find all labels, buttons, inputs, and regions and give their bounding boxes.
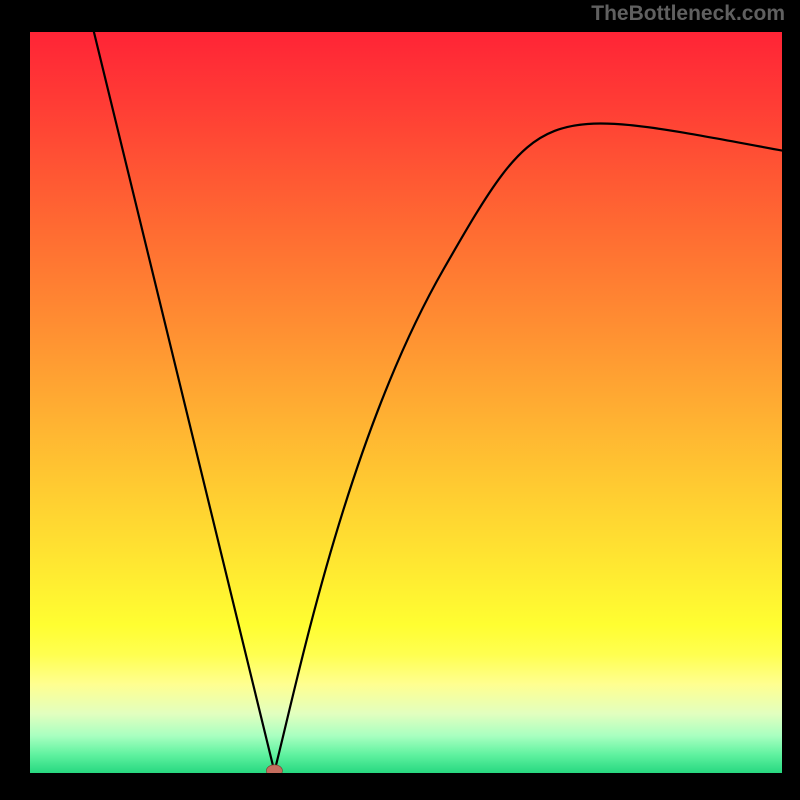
border-left bbox=[0, 0, 30, 800]
watermark-label: TheBottleneck.com bbox=[591, 2, 785, 26]
plot-background bbox=[30, 32, 782, 773]
border-right bbox=[782, 0, 800, 800]
chart-svg bbox=[0, 0, 800, 800]
border-bottom bbox=[0, 773, 800, 800]
bottleneck-chart: TheBottleneck.com bbox=[0, 0, 800, 800]
